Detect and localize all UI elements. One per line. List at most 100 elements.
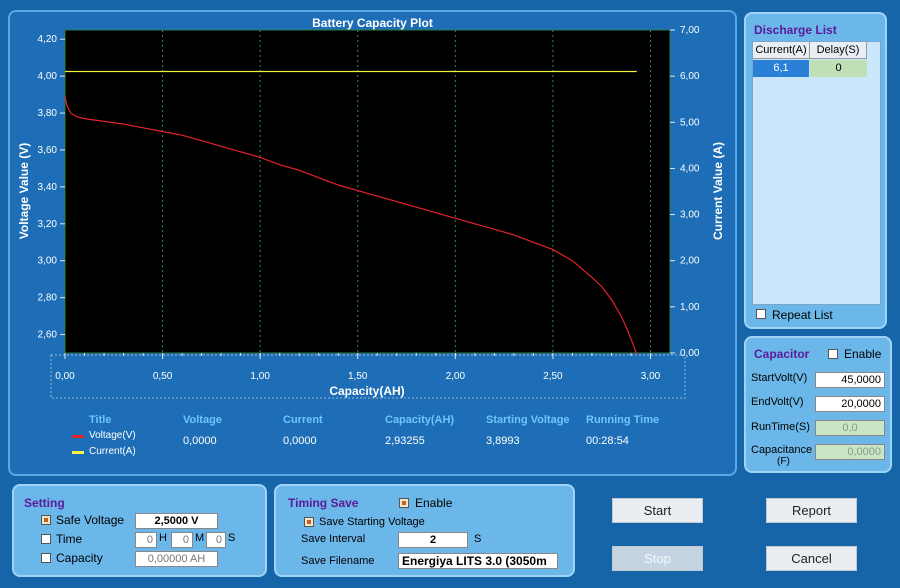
table-header-delay[interactable]: Delay(S) [810,42,867,59]
readout-starting-voltage: 3,8993 [486,435,520,447]
table-cell-current[interactable]: 6,1 [753,60,809,77]
table-cell-delay[interactable]: 0 [810,60,867,77]
x-tick-label: 1,00 [250,371,270,382]
voltage-series-line [64,96,638,356]
capacitance-unit: (F) [777,456,790,467]
readout-voltage: 0,0000 [183,435,217,447]
x-axis-strip [50,354,686,399]
y-tick-label: 4,00 [38,71,58,82]
y2-tick-label: 1,00 [680,302,700,313]
readout-current: 0,0000 [283,435,317,447]
x-tick-label: 2,00 [446,371,466,382]
capacity-checkbox[interactable] [41,553,51,563]
report-button[interactable]: Report [766,498,857,523]
start-button[interactable]: Start [612,498,703,523]
x-tick-label: 1,50 [348,371,368,382]
legend-header-capacity: Capacity(AH) [385,414,455,426]
readout-running-time: 00:28:54 [586,435,629,447]
plot-title: Battery Capacity Plot [312,16,433,30]
discharge-list-title: Discharge List [754,23,837,37]
safe-voltage-field[interactable]: 2,5000 V [135,513,218,529]
table-row[interactable]: 6,1 0 [753,60,868,77]
legend-series-current: Current(A) [89,446,136,457]
y-tick-label: 2,60 [38,330,58,341]
y-tick-label: 3,40 [38,182,58,193]
table-header-current[interactable]: Current(A) [753,42,810,59]
save-filename-label: Save Filename [301,555,375,567]
plot-area [64,29,671,354]
y2-tick-label: 6,00 [680,71,700,82]
capacity-field[interactable]: 0,00000 AH [135,551,218,567]
save-interval-label: Save Interval [301,533,366,545]
save-starting-voltage-label: Save Starting Voltage [319,516,425,528]
run-time-field: 0,0 [815,420,885,436]
timing-save-panel: Timing Save Enable Save Starting Voltage… [274,484,575,577]
legend-swatch-voltage [72,435,84,438]
start-volt-field[interactable]: 45,0000 [815,372,885,388]
seconds-unit: S [228,532,236,544]
battery-chart: 0,00 0,50 1,00 1,50 2,00 2,50 3,00 2,60 2,80 3,00… [17,25,725,399]
timing-save-enable-checkbox[interactable] [399,498,409,508]
legend-header-starting-voltage: Starting Voltage [486,414,570,426]
end-volt-field[interactable]: 20,0000 [815,396,885,412]
run-time-label: RunTime(S) [751,421,810,433]
capacitor-title: Capacitor [754,347,810,361]
save-filename-field[interactable]: Energiya LITS 3.0 (3050m [398,553,558,569]
y-tick-label: 3,80 [38,108,58,119]
readout-capacity: 2,93255 [385,435,425,447]
y2-tick-label: 7,00 [680,25,700,36]
x-tick-label: 0,00 [55,371,75,382]
legend-header-running-time: Running Time [586,414,660,426]
x-tick-label: 2,50 [543,371,563,382]
y-axis-right-label: Current Value (A) [711,142,725,240]
cancel-button[interactable]: Cancel [766,546,857,571]
discharge-list-panel: Discharge List Current(A) Delay(S) 6,1 0… [744,12,887,329]
minutes-unit: M [195,532,205,544]
time-minutes-field[interactable]: 0 [171,532,193,548]
repeat-list-checkbox[interactable] [756,309,766,319]
stop-button[interactable]: Stop [612,546,703,571]
legend-header-title: Title [89,414,112,426]
capacitor-enable-checkbox[interactable] [828,349,838,359]
legend-swatch-current [72,451,84,454]
capacitor-enable-label: Enable [844,347,882,361]
end-volt-label: EndVolt(V) [751,396,804,408]
repeat-list-label: Repeat List [772,308,833,322]
discharge-table[interactable]: Current(A) Delay(S) 6,1 0 [752,41,881,305]
setting-title: Setting [24,496,65,510]
legend-series-voltage: Voltage(V) [89,430,136,441]
start-volt-label: StartVolt(V) [751,372,808,384]
y-axis-left-label: Voltage Value (V) [17,143,31,239]
timing-save-title: Timing Save [288,496,359,510]
legend-header-voltage: Voltage [183,414,222,426]
y2-tick-label: 5,00 [680,117,700,128]
y2-tick-label: 3,00 [680,210,700,221]
y-tick-label: 4,20 [38,34,58,45]
time-seconds-field[interactable]: 0 [206,532,226,548]
save-starting-voltage-checkbox[interactable] [304,517,314,527]
safe-voltage-checkbox[interactable] [41,515,51,525]
x-tick-label: 3,00 [641,371,661,382]
capacity-label: Capacity [56,551,103,565]
time-hours-field[interactable]: 0 [135,532,157,548]
capacitor-panel: Capacitor Enable StartVolt(V) 45,0000 En… [744,336,892,473]
x-axis-label: Capacity(AH) [329,384,404,398]
save-interval-unit: S [474,533,482,545]
setting-panel: Setting Safe Voltage 2,5000 V Time 0 H 0… [12,484,267,577]
y-tick-label: 3,60 [38,145,58,156]
y2-tick-label: 2,00 [680,256,700,267]
time-checkbox[interactable] [41,534,51,544]
y2-tick-label: 0,00 [680,348,700,359]
time-label: Time [56,532,83,546]
safe-voltage-label: Safe Voltage [56,513,125,527]
y2-tick-label: 4,00 [680,163,700,174]
save-interval-field[interactable]: 2 [398,532,468,548]
capacitance-label: Capacitance [751,444,813,456]
hours-unit: H [159,532,167,544]
y-tick-label: 3,00 [38,256,58,267]
capacitance-field: 0,0000 [815,444,885,460]
timing-save-enable-label: Enable [415,496,453,510]
y-tick-label: 3,20 [38,219,58,230]
y-tick-label: 2,80 [38,293,58,304]
legend-header-current: Current [283,414,323,426]
